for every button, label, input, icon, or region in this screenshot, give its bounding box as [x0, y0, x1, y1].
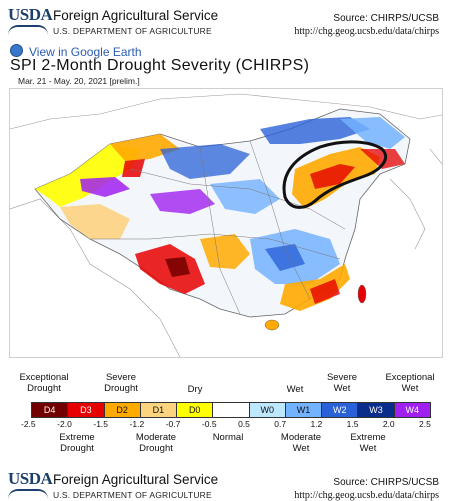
legend-tick: -1.2: [129, 419, 145, 429]
southwest-exceptional-drought: [165, 257, 190, 277]
legend-class-w1: W1: [285, 403, 323, 417]
legend-tick: 0.7: [274, 419, 287, 429]
northeast-wet-band: [260, 117, 370, 144]
hainan: [264, 319, 280, 331]
legend-tick: 2.5: [419, 419, 431, 429]
central-north-wet: [160, 144, 250, 179]
footer-data-source: Source: CHIRPS/UCSB: [333, 477, 439, 488]
legend-tick: -0.5: [201, 419, 217, 429]
northwest-drought-region: [110, 134, 180, 161]
legend-tick: -2.0: [57, 419, 72, 429]
south-china-severe-wet: [265, 244, 305, 271]
map-subtitle: Mar. 21 - May. 20, 2021 [prelim.]: [18, 76, 140, 86]
legend-label-exceptional-drought: Exceptional Drought: [19, 372, 69, 394]
data-source: Source: CHIRPS/UCSB: [333, 13, 439, 24]
legend-label-extreme-drought: Extreme Drought: [59, 432, 95, 454]
tibet-north-dry: [60, 204, 130, 239]
google-earth-link[interactable]: View in Google Earth: [10, 44, 142, 59]
legend-class-d3: D3: [68, 403, 105, 417]
footer-usda-logo-arc: [8, 489, 48, 499]
legend-tick: 2.0: [382, 419, 395, 429]
japan-outline: [429, 148, 442, 165]
legend-class-w3: W3: [358, 403, 395, 417]
legend-class-w2: W2: [322, 403, 359, 417]
korea-outline: [389, 178, 426, 250]
drought-map-svg: [10, 89, 442, 357]
southwest-border-outline: [10, 198, 181, 357]
legend-class-d2: D2: [104, 403, 141, 417]
legend-label-moderate-drought: Moderate Drought: [135, 432, 177, 454]
usda-logo-text: USDA: [8, 5, 53, 24]
legend-label-severe-drought: Severe Drought: [104, 372, 138, 394]
western-dry-region: [35, 144, 140, 207]
legend-class-d4: D4: [32, 403, 69, 417]
taiwan: [357, 284, 367, 304]
footer-agency-name: Foreign Agricultural Service: [53, 472, 219, 487]
legend-tick: -2.5: [21, 419, 36, 429]
guangdong-severe-drought: [310, 279, 340, 304]
legend-label-moderate-wet: Moderate Wet: [280, 432, 322, 454]
legend-class-normal: [213, 403, 250, 417]
globe-icon: [10, 44, 23, 57]
google-earth-link-label: View in Google Earth: [29, 45, 142, 59]
province-boundary-3: [249, 140, 311, 300]
sichuan-drought: [200, 234, 250, 269]
highlighted-region-outline: [282, 140, 388, 209]
usda-logo-arc: [8, 25, 48, 35]
legend-tick: -1.5: [93, 419, 109, 429]
legend-label-extreme-wet: Extreme Wet: [350, 432, 386, 454]
drought-map: [9, 88, 443, 358]
department-name: U.S. DEPARTMENT OF AGRICULTURE: [53, 26, 212, 36]
province-boundary-2: [199, 146, 241, 315]
qinghai-exceptional-wet: [150, 189, 215, 214]
manchuria-wet: [340, 117, 405, 149]
data-source-url[interactable]: http://chg.geog.ucsb.edu/data/chirps: [294, 26, 439, 37]
north-china-severe-drought: [310, 164, 355, 189]
legend-label-severe-wet: Severe Wet: [326, 372, 358, 394]
legend-label-exceptional-wet: Exceptional Wet: [385, 372, 435, 394]
northwest-severe-drought: [122, 159, 145, 177]
map-title: SPI 2-Month Drought Severity (CHIRPS): [10, 57, 310, 74]
footer-usda-logo-text: USDA: [8, 469, 53, 488]
province-boundary-1: [129, 168, 346, 230]
legend-tick: -0.7: [165, 419, 181, 429]
legend-label-normal: Normal: [212, 432, 244, 443]
legend-label-wet: Wet: [286, 384, 304, 395]
legend-class-d1: D1: [140, 403, 178, 417]
legend-label-dry: Dry: [187, 384, 203, 395]
footer-usda-logo[interactable]: USDA: [8, 469, 53, 500]
footer-data-source-url[interactable]: http://chg.geog.ucsb.edu/data/chirps: [294, 490, 439, 501]
legend-color-bar: D4 D3 D2 D1 D0 W0 W1 W2 W3 W4: [31, 402, 431, 418]
northeast-severe-drought: [360, 149, 405, 169]
legend-tick: 0.5: [238, 419, 250, 429]
legend-class-d0: D0: [177, 403, 214, 417]
legend-class-w4: W4: [394, 403, 430, 417]
province-boundary-4: [90, 233, 341, 260]
agency-name: Foreign Agricultural Service: [53, 8, 219, 23]
legend-tick: 1.2: [310, 419, 323, 429]
central-moderate-wet: [210, 179, 280, 214]
footer-department-name: U.S. DEPARTMENT OF AGRICULTURE: [53, 490, 212, 500]
legend-tick: 1.5: [346, 419, 359, 429]
footer: USDA Foreign Agricultural Service U.S. D…: [0, 464, 449, 501]
usda-logo[interactable]: USDA: [8, 5, 53, 36]
north-border-outline: [10, 93, 442, 130]
xinjiang-exceptional-wet: [80, 177, 130, 197]
header: USDA Foreign Agricultural Service U.S. D…: [0, 0, 449, 44]
legend-class-w0: W0: [249, 403, 286, 417]
